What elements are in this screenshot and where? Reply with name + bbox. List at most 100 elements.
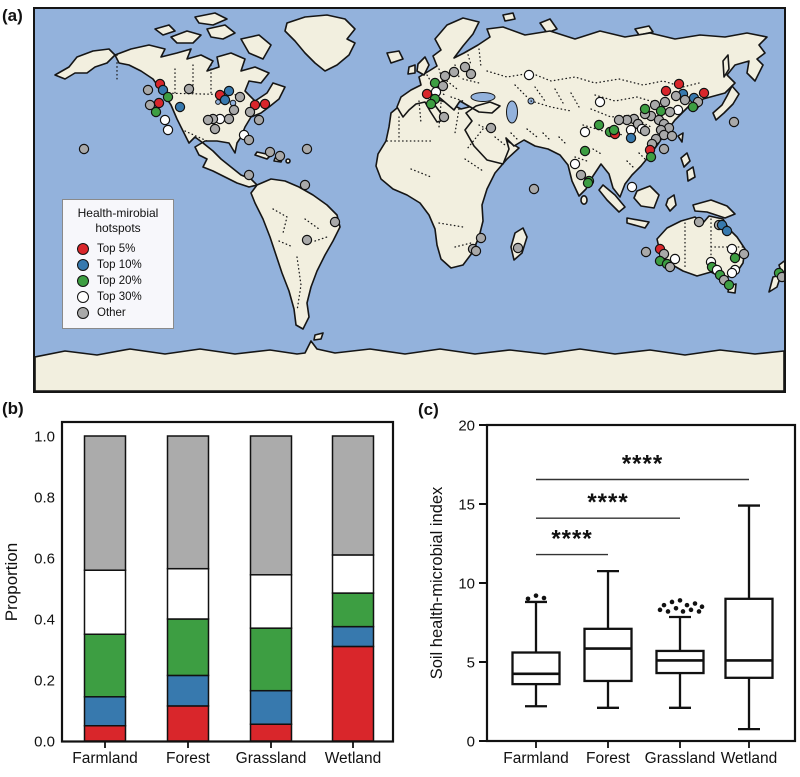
map-dot [645, 151, 657, 163]
map-dot [687, 101, 699, 113]
map-dot [655, 105, 667, 117]
map-dot [183, 83, 195, 95]
map-dot [301, 234, 313, 246]
outlier-dot [680, 609, 686, 614]
map-dot [664, 106, 676, 118]
legend-item: Top 5% [77, 241, 169, 257]
map-dot [439, 70, 451, 82]
map-dot [459, 61, 471, 73]
legend-swatch-icon [77, 307, 89, 319]
y-tick-label: 0.4 [34, 612, 55, 629]
bar-segment [249, 435, 293, 576]
map-dot [613, 114, 625, 126]
y-tick-label: 10 [458, 576, 475, 593]
world-map [35, 12, 784, 391]
x-category-label: Farmland [72, 750, 137, 767]
map-dot [470, 245, 482, 257]
significance-stars: **** [587, 489, 628, 516]
map-dot [437, 80, 449, 92]
map-dot [639, 103, 651, 115]
bar-segment [331, 592, 375, 628]
map-dot [209, 123, 221, 135]
outlier-dot [669, 599, 675, 605]
map-dot [664, 261, 676, 273]
bar-segment [166, 674, 210, 707]
map-dot [223, 113, 235, 125]
world-map-panel: Health-mirobial hotspots Top 5% Top 10% To… [33, 7, 786, 393]
y-tick-label: 1.0 [34, 429, 55, 446]
bar-segment [83, 725, 127, 742]
x-category-label: Farmland [503, 750, 568, 767]
outlier-dot [677, 598, 683, 603]
y-axis-title: Proportion [2, 543, 21, 621]
legend-item-label: Top 30% [97, 291, 142, 303]
map-dot [679, 94, 691, 106]
bar-segment [83, 569, 127, 635]
outlier-dot [661, 602, 667, 608]
map-dot [329, 216, 341, 228]
map-dot [485, 122, 497, 134]
panel-a-label: (a) [2, 6, 23, 25]
legend-item: Top 30% [77, 289, 169, 305]
bar-segment [249, 689, 293, 725]
significance-stars: **** [622, 451, 663, 478]
y-tick-label: 0.8 [34, 490, 55, 507]
y-tick-label: 15 [458, 497, 475, 514]
bar-segment [331, 625, 375, 648]
map-dot [174, 101, 186, 113]
bar-segment [249, 574, 293, 629]
map-dot [721, 225, 733, 237]
bar-segment [331, 645, 375, 742]
x-category-label: Wetland [325, 750, 382, 767]
legend-item: Top 10% [77, 257, 169, 273]
map-dot [723, 279, 735, 291]
bar-segment [249, 723, 293, 742]
y-tick-label: 20 [458, 418, 475, 435]
map-dot [658, 143, 670, 155]
map-dot [142, 84, 154, 96]
map-dot [448, 66, 460, 78]
map-dot [78, 143, 90, 155]
continents [35, 12, 784, 391]
map-dot [264, 146, 276, 158]
map-dot [425, 98, 437, 110]
map-dot [670, 90, 682, 102]
map-dot [219, 94, 231, 106]
y-tick-label: 0.0 [34, 734, 55, 751]
y-tick-label: 0.6 [34, 551, 55, 568]
outlier-dot [684, 602, 690, 608]
map-dot [150, 106, 162, 118]
map-dot [639, 125, 651, 137]
map-dot [579, 126, 591, 138]
x-category-label: Forest [586, 750, 631, 767]
legend-item-label: Top 10% [97, 259, 142, 271]
map-dot [659, 96, 671, 108]
map-dot [640, 246, 652, 258]
panel-b-label: (b) [2, 399, 24, 418]
box [511, 651, 561, 686]
map-dot [475, 232, 487, 244]
map-dot [738, 248, 750, 260]
outlier-dot [688, 607, 694, 613]
x-category-label: Wetland [721, 750, 778, 767]
map-dot [301, 143, 313, 155]
map-dot [608, 124, 620, 136]
map-dot [594, 96, 606, 108]
legend-swatch-icon [77, 275, 89, 287]
x-category-label: Grassland [236, 750, 307, 767]
map-dot [698, 87, 710, 99]
x-category-label: Grassland [645, 750, 716, 767]
map-dot [726, 243, 738, 255]
map-dot [243, 169, 255, 181]
map-dot [162, 124, 174, 136]
bar-segment [166, 567, 210, 620]
legend-item: Top 20% [77, 273, 169, 289]
legend-item: Other [77, 305, 169, 321]
box [724, 597, 774, 679]
bar-segment [83, 435, 127, 571]
outlier-dot [541, 595, 547, 601]
map-dot [512, 242, 524, 254]
map-dot [228, 104, 240, 116]
map-dot [728, 116, 740, 128]
